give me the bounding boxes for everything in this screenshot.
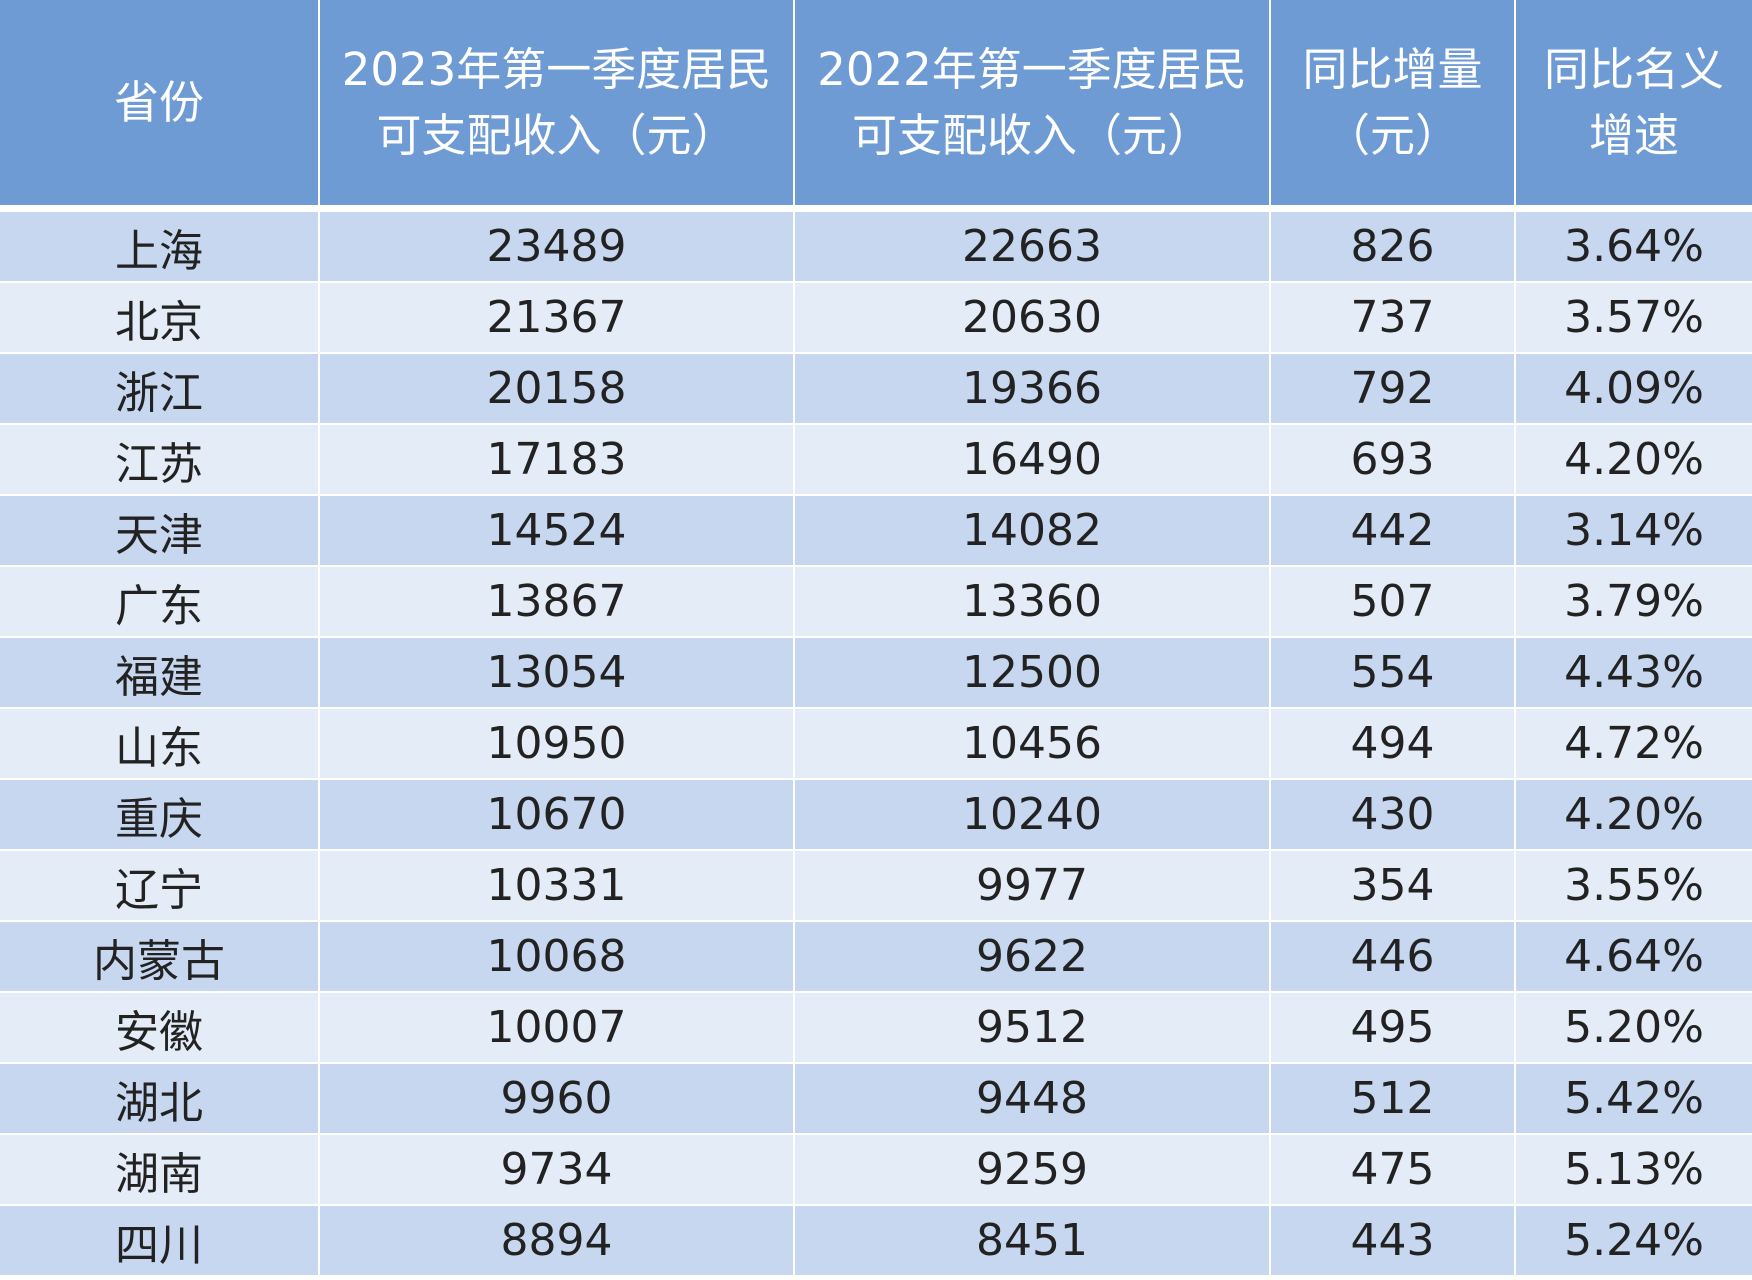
value-cell: 10950 [320, 709, 793, 778]
value-cell: 10068 [320, 922, 793, 991]
header-cell: 同比增量 （元） [1271, 0, 1514, 205]
value-cell: 10331 [320, 851, 793, 920]
value-cell: 17183 [320, 425, 793, 494]
value-cell: 494 [1271, 709, 1514, 778]
value-cell: 16490 [795, 425, 1269, 494]
value-cell: 9734 [320, 1135, 793, 1204]
province-cell: 湖南 [0, 1135, 318, 1204]
value-cell: 13360 [795, 567, 1269, 636]
province-cell: 福建 [0, 638, 318, 707]
value-cell: 354 [1271, 851, 1514, 920]
value-cell: 9448 [795, 1064, 1269, 1133]
value-cell: 9960 [320, 1064, 793, 1133]
province-cell: 四川 [0, 1206, 318, 1275]
value-cell: 3.64% [1516, 212, 1752, 281]
value-cell: 10240 [795, 780, 1269, 849]
province-cell: 浙江 [0, 354, 318, 423]
value-cell: 4.20% [1516, 425, 1752, 494]
value-cell: 12500 [795, 638, 1269, 707]
province-cell: 内蒙古 [0, 922, 318, 991]
province-cell: 辽宁 [0, 851, 318, 920]
value-cell: 5.20% [1516, 993, 1752, 1062]
value-cell: 3.79% [1516, 567, 1752, 636]
header-cell: 同比名义 增速 [1516, 0, 1752, 205]
header-text: 可支配收入（元） [851, 108, 1212, 162]
value-cell: 512 [1271, 1064, 1514, 1133]
value-cell: 554 [1271, 638, 1514, 707]
value-cell: 446 [1271, 922, 1514, 991]
value-cell: 4.09% [1516, 354, 1752, 423]
value-cell: 3.14% [1516, 496, 1752, 565]
value-cell: 10456 [795, 709, 1269, 778]
value-cell: 10670 [320, 780, 793, 849]
header-text: 可支配收入（元） [376, 108, 737, 162]
header-text: 2023年第一季度居民 [341, 42, 772, 96]
province-cell: 重庆 [0, 780, 318, 849]
value-cell: 3.57% [1516, 283, 1752, 352]
value-cell: 430 [1271, 780, 1514, 849]
value-cell: 23489 [320, 212, 793, 281]
value-cell: 13867 [320, 567, 793, 636]
value-cell: 9512 [795, 993, 1269, 1062]
value-cell: 507 [1271, 567, 1514, 636]
value-cell: 4.20% [1516, 780, 1752, 849]
province-cell: 北京 [0, 283, 318, 352]
value-cell: 14082 [795, 496, 1269, 565]
value-cell: 5.13% [1516, 1135, 1752, 1204]
value-cell: 442 [1271, 496, 1514, 565]
value-cell: 13054 [320, 638, 793, 707]
province-cell: 天津 [0, 496, 318, 565]
value-cell: 8894 [320, 1206, 793, 1275]
province-cell: 安徽 [0, 993, 318, 1062]
value-cell: 5.24% [1516, 1206, 1752, 1275]
value-cell: 20630 [795, 283, 1269, 352]
province-cell: 广东 [0, 567, 318, 636]
value-cell: 10007 [320, 993, 793, 1062]
province-cell: 山东 [0, 709, 318, 778]
value-cell: 22663 [795, 212, 1269, 281]
value-cell: 4.72% [1516, 709, 1752, 778]
value-cell: 826 [1271, 212, 1514, 281]
value-cell: 495 [1271, 993, 1514, 1062]
header-text: （元） [1324, 108, 1460, 162]
value-cell: 3.55% [1516, 851, 1752, 920]
value-cell: 8451 [795, 1206, 1269, 1275]
value-cell: 20158 [320, 354, 793, 423]
value-cell: 693 [1271, 425, 1514, 494]
value-cell: 792 [1271, 354, 1514, 423]
value-cell: 19366 [795, 354, 1269, 423]
value-cell: 737 [1271, 283, 1514, 352]
header-cell: 省份 [0, 0, 318, 205]
value-cell: 9977 [795, 851, 1269, 920]
value-cell: 475 [1271, 1135, 1514, 1204]
header-text: 增速 [1588, 108, 1679, 162]
header-cell: 2023年第一季度居民 可支配收入（元） [320, 0, 793, 205]
province-cell: 上海 [0, 212, 318, 281]
header-text: 同比增量 [1302, 42, 1483, 96]
value-cell: 14524 [320, 496, 793, 565]
value-cell: 4.64% [1516, 922, 1752, 991]
value-cell: 4.43% [1516, 638, 1752, 707]
province-cell: 江苏 [0, 425, 318, 494]
header-text: 省份 [113, 75, 204, 129]
value-cell: 21367 [320, 283, 793, 352]
value-cell: 9622 [795, 922, 1269, 991]
value-cell: 5.42% [1516, 1064, 1752, 1133]
header-text: 2022年第一季度居民 [817, 42, 1247, 96]
header-cell: 2022年第一季度居民 可支配收入（元） [795, 0, 1269, 205]
value-cell: 9259 [795, 1135, 1269, 1204]
header-text: 同比名义 [1543, 42, 1724, 96]
province-cell: 湖北 [0, 1064, 318, 1133]
value-cell: 443 [1271, 1206, 1514, 1275]
